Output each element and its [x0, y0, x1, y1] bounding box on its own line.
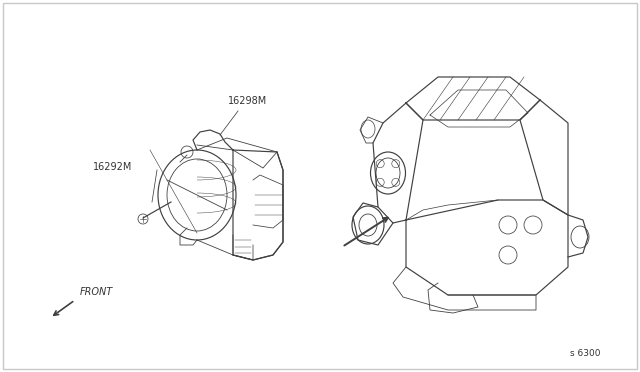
Text: 16298M: 16298M [228, 96, 268, 106]
Text: 16292M: 16292M [93, 162, 132, 172]
Text: FRONT: FRONT [80, 287, 113, 297]
Text: s 6300: s 6300 [570, 349, 600, 358]
